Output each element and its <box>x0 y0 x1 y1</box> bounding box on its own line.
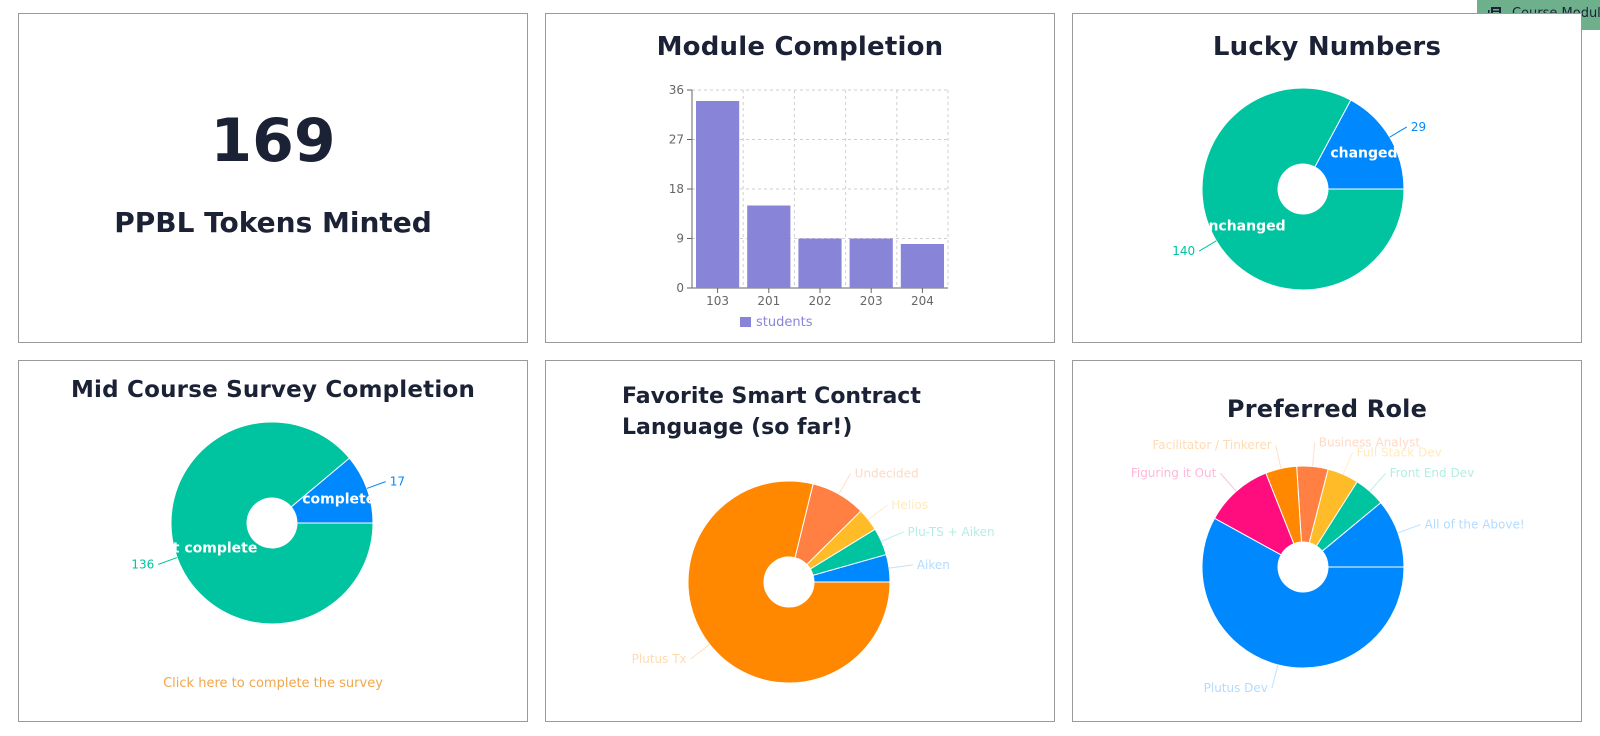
x-tick-label: 203 <box>860 294 883 308</box>
role-chart: All of the Above! Front End Dev Full Stack… <box>1131 436 1525 696</box>
leader-line <box>1219 472 1237 492</box>
bar-203 <box>849 238 893 288</box>
x-tick-label: 202 <box>809 294 832 308</box>
legend-swatch <box>740 317 751 327</box>
slice-outer-label: Full Stack Dev <box>1357 445 1442 459</box>
slice-label: changed <box>1330 146 1397 162</box>
slice-not-complete <box>170 421 374 625</box>
slice-outer-label: Plutus Dev <box>1204 681 1268 695</box>
leader-line <box>1342 452 1354 475</box>
tokens-label: PPBL Tokens Minted <box>114 206 432 239</box>
y-tick-label: 18 <box>669 182 684 196</box>
leader-line <box>1397 524 1421 534</box>
module-completion-card: Module Completion 0 9 18 27 36 103 201 202 203 20… <box>545 13 1055 343</box>
x-tick-label: 103 <box>706 294 729 308</box>
leader-line <box>1198 240 1217 252</box>
leader-line <box>881 531 904 542</box>
lucky-numbers-card: Lucky Numbers changed 29 unchanged 140 <box>1072 13 1582 343</box>
slice-outer-label: All of the Above! <box>1425 518 1525 532</box>
slice-outer-label: Helios <box>891 498 928 512</box>
slice-changed <box>1314 99 1405 190</box>
slice-outer-label: Business Analyst <box>1319 436 1421 450</box>
x-tick-label: 201 <box>757 294 780 308</box>
slice-label: complete <box>302 492 375 508</box>
leader-line <box>1312 442 1316 467</box>
module-completion-chart: 0 9 18 27 36 103 201 202 203 204 students <box>669 83 949 330</box>
leader-line <box>1369 472 1387 492</box>
slice-unchanged <box>1201 87 1405 291</box>
x-tick-label: 204 <box>911 294 934 308</box>
slice-plutus-tx <box>687 480 891 684</box>
slice-label: not complete <box>153 540 257 556</box>
leader-line <box>158 557 178 565</box>
role-card: Preferred Role All of the Above! Front En… <box>1072 360 1582 722</box>
bar-201 <box>747 205 791 288</box>
bar-204 <box>900 244 944 288</box>
slice-outer-label: Figuring it Out <box>1131 466 1217 480</box>
survey-card: Mid Course Survey Completion complete 17 n… <box>18 360 528 722</box>
slice-value-label: 136 <box>131 557 154 571</box>
y-tick-label: 36 <box>669 83 684 97</box>
slice-outer-label: Plu-TS + Aiken <box>908 525 995 539</box>
y-tick-label: 0 <box>676 281 684 295</box>
leader-line <box>690 643 710 660</box>
role-title: Preferred Role <box>1226 395 1428 423</box>
leader-line <box>838 473 852 495</box>
slice-label: unchanged <box>1198 218 1285 234</box>
slice-outer-label: Front End Dev <box>1390 466 1475 480</box>
bar-103 <box>696 101 740 288</box>
slice-value-label: 140 <box>1172 244 1195 258</box>
leader-line <box>868 504 888 521</box>
tokens-count: 169 <box>210 106 336 176</box>
complete-survey-link[interactable]: Click here to complete the survey <box>163 676 383 691</box>
y-tick-label: 9 <box>676 232 684 246</box>
leader-line <box>366 481 386 489</box>
survey-title: Mid Course Survey Completion <box>70 377 476 403</box>
language-title: Favorite Smart Contract Language (so far… <box>622 384 921 440</box>
slice-outer-label: Aiken <box>917 558 950 572</box>
language-chart: Aiken Plu-TS + Aiken Helios Undecided Plutus… <box>632 466 995 684</box>
leader-line <box>1271 664 1279 689</box>
slice-outer-label: Plutus Tx <box>632 652 687 666</box>
slice-value-label: 17 <box>390 475 405 489</box>
leader-line <box>1389 126 1408 138</box>
y-tick-label: 27 <box>669 133 684 147</box>
slice-outer-label: Undecided <box>855 466 919 480</box>
lucky-numbers-title: Lucky Numbers <box>1212 32 1442 62</box>
slice-plutus-dev <box>1201 517 1405 669</box>
legend-label: students <box>756 315 813 330</box>
slice-outer-label: Facilitator / Tinkerer <box>1152 438 1271 452</box>
bar-202 <box>798 238 842 288</box>
language-card: Favorite Smart Contract Language (so far… <box>545 360 1055 722</box>
leader-line <box>1275 444 1282 469</box>
leader-line <box>888 564 913 569</box>
module-completion-title: Module Completion <box>656 32 944 62</box>
tokens-card: 169 PPBL Tokens Minted <box>18 13 528 343</box>
slice-value-label: 29 <box>1411 120 1426 134</box>
